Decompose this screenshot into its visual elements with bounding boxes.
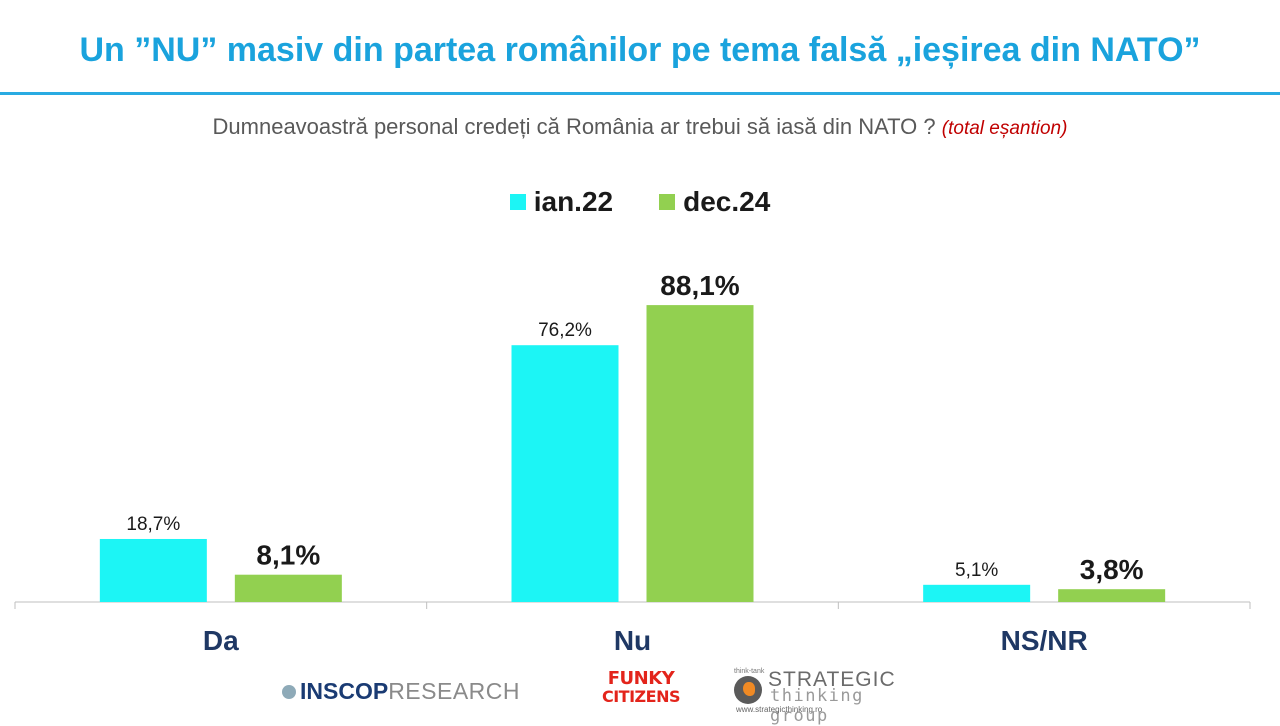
- funky-citizens-logo: FUNKY CITIZENS: [593, 670, 689, 706]
- legend-swatch-dec24: [659, 194, 676, 210]
- inscop-mark-icon: [282, 684, 296, 699]
- legend-label-ian22: ian.22: [533, 186, 614, 217]
- subtitle-note: (total eșantion): [941, 118, 1068, 139]
- data-label: 18,7%: [126, 514, 180, 535]
- stg-logo-url: www.strategicthinking.ro: [736, 705, 823, 714]
- bar-dec24-nsnr: [1058, 589, 1166, 602]
- inscop-logo-light: RESEARCH: [388, 678, 520, 704]
- title-divider: [0, 92, 1280, 95]
- data-label: 88,1%: [660, 270, 739, 301]
- chart-subtitle: Dumneavoastră personal credeți că Români…: [0, 113, 1280, 143]
- stg-head-icon: [734, 676, 762, 704]
- legend-item-ian22: ian.22: [509, 186, 614, 218]
- data-label: 8,1%: [256, 540, 320, 571]
- category-label: Nu: [614, 625, 651, 656]
- legend-item-dec24: dec.24: [659, 186, 770, 218]
- stg-logo-name1: STRATEGIC: [768, 668, 896, 691]
- bar-chart: 18,7% 8,1% Da 76,2% 88,1% Nu 5,1% 3,8% NS/NR: [14, 270, 1251, 656]
- data-label: 3,8%: [1080, 554, 1144, 585]
- funky-logo-line2: CITIZENS: [601, 687, 681, 706]
- stg-logo-tagline: think-tank: [734, 668, 765, 675]
- data-label: 76,2%: [538, 320, 592, 341]
- footer-logos: INSCOP RESEARCH FUNKY CITIZENS think-tank…: [0, 668, 1280, 726]
- subtitle-question: Dumneavoastră personal credeți că Români…: [212, 114, 936, 139]
- category-label: NS/NR: [1001, 625, 1088, 656]
- legend-label-dec24: dec.24: [683, 186, 771, 217]
- chart-legend: ian.22 dec.24: [0, 186, 1280, 218]
- inscop-logo: INSCOP RESEARCH: [282, 678, 520, 705]
- bar-dec24-nu: [646, 305, 754, 602]
- bar-dec24-da: [234, 574, 342, 602]
- inscop-logo-bold: INSCOP: [300, 678, 389, 704]
- bar-ian22-nu: [511, 345, 619, 602]
- strategic-thinking-logo: think-tank STRATEGIC thinking group www.…: [734, 668, 934, 726]
- funky-logo-line1: FUNKY: [607, 668, 675, 689]
- page-title: Un ”NU” masiv din partea românilor pe te…: [79, 31, 1201, 69]
- bar-ian22-da: [99, 538, 207, 602]
- category-label: Da: [203, 625, 239, 656]
- data-label: 5,1%: [955, 560, 998, 581]
- legend-swatch-ian22: [509, 194, 526, 210]
- bar-ian22-nsnr: [923, 584, 1031, 602]
